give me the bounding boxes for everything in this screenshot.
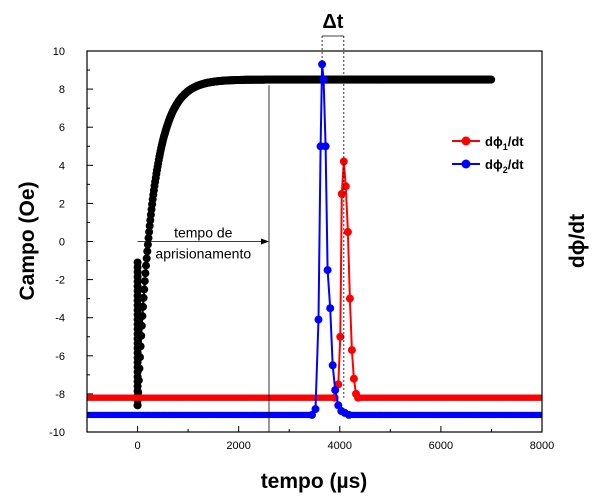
annotation-layer: tempo de aprisionamento Δt bbox=[137, 11, 345, 432]
data-point bbox=[143, 240, 152, 249]
legend-entry-2: dϕ2/dt bbox=[452, 157, 524, 175]
data-point bbox=[321, 142, 330, 151]
y-axis-title-left: Campo (Oe) bbox=[16, 181, 39, 300]
data-point bbox=[326, 304, 335, 313]
ticks-layer: -10 -8 -6 -4 -2 0 2 4 6 8 10 0 2000 4000 6000 8000 bbox=[49, 46, 554, 452]
legend-marker bbox=[461, 159, 471, 169]
data-point bbox=[341, 182, 350, 191]
legend-label: dϕ1/dt bbox=[485, 134, 524, 152]
data-point bbox=[308, 410, 316, 419]
y-tick-label: 10 bbox=[53, 46, 65, 58]
y-tick-label: -2 bbox=[55, 275, 65, 287]
series-group bbox=[87, 60, 542, 419]
y-tick-label: -10 bbox=[49, 427, 65, 439]
trap-arrow-head bbox=[261, 238, 269, 245]
trap-label-line1: tempo de bbox=[174, 225, 233, 241]
data-point bbox=[138, 312, 147, 321]
x-tick-label: 4000 bbox=[328, 440, 352, 452]
data-point bbox=[136, 342, 145, 351]
y-axis-title-right: dϕ/dt bbox=[566, 214, 589, 268]
data-point bbox=[343, 228, 352, 236]
data-point bbox=[137, 331, 146, 340]
data-point bbox=[139, 302, 147, 311]
series-line-campo bbox=[136, 78, 492, 406]
series-campo bbox=[133, 75, 496, 410]
data-point bbox=[143, 247, 152, 256]
data-point bbox=[141, 269, 150, 278]
y-tick-label: 4 bbox=[59, 160, 65, 172]
data-point bbox=[134, 376, 143, 385]
legend: dϕ1/dt dϕ2/dt bbox=[452, 134, 524, 175]
data-point bbox=[142, 261, 150, 270]
data-point bbox=[133, 258, 142, 267]
legend-label: dϕ2/dt bbox=[485, 157, 524, 175]
data-point bbox=[538, 394, 542, 401]
trap-label-line2: aprisionamento bbox=[155, 246, 251, 262]
x-tick-label: 8000 bbox=[530, 440, 554, 452]
series-peak-dphi2 bbox=[308, 60, 353, 419]
data-point bbox=[487, 75, 496, 84]
data-point bbox=[311, 405, 320, 414]
data-point bbox=[136, 353, 144, 362]
y-tick-label: 2 bbox=[59, 198, 65, 210]
y-tick-label: -8 bbox=[55, 389, 65, 401]
series-baseline-dphi2 bbox=[87, 411, 542, 419]
data-point bbox=[538, 411, 542, 419]
data-point bbox=[145, 227, 154, 236]
series-line-dphi2 bbox=[87, 64, 542, 416]
data-point bbox=[140, 277, 149, 286]
data-point bbox=[328, 361, 337, 370]
legend-entry-1: dϕ1/dt bbox=[452, 134, 524, 152]
series-baseline-dphi1 bbox=[87, 394, 542, 401]
data-point bbox=[323, 266, 332, 275]
y-tick-label: -6 bbox=[55, 351, 65, 363]
data-point bbox=[135, 364, 144, 373]
data-point bbox=[133, 401, 142, 410]
y-tick-label: 6 bbox=[59, 122, 65, 134]
data-point bbox=[344, 410, 353, 419]
x-tick-label: 2000 bbox=[226, 440, 250, 452]
data-point bbox=[314, 315, 323, 324]
data-point bbox=[337, 189, 346, 198]
x-tick-label: 0 bbox=[134, 440, 140, 452]
data-point bbox=[331, 386, 340, 395]
y-tick-label: -4 bbox=[55, 313, 65, 325]
data-point bbox=[137, 321, 146, 330]
data-point bbox=[140, 285, 149, 294]
x-axis-title: tempo (µs) bbox=[261, 470, 368, 493]
data-point bbox=[354, 393, 362, 402]
data-point bbox=[144, 234, 153, 243]
y-tick-label: 0 bbox=[59, 237, 65, 249]
data-point bbox=[139, 293, 148, 302]
y-tick-label: 8 bbox=[59, 84, 65, 96]
data-point bbox=[336, 332, 345, 341]
data-point bbox=[345, 294, 354, 303]
data-point bbox=[349, 374, 358, 383]
data-point bbox=[319, 75, 328, 84]
legend-marker bbox=[461, 136, 471, 146]
data-point bbox=[347, 346, 356, 355]
delta-t-label: Δt bbox=[322, 11, 343, 33]
x-tick-label: 6000 bbox=[429, 440, 453, 452]
series-layer bbox=[87, 60, 542, 419]
data-point bbox=[142, 254, 151, 263]
